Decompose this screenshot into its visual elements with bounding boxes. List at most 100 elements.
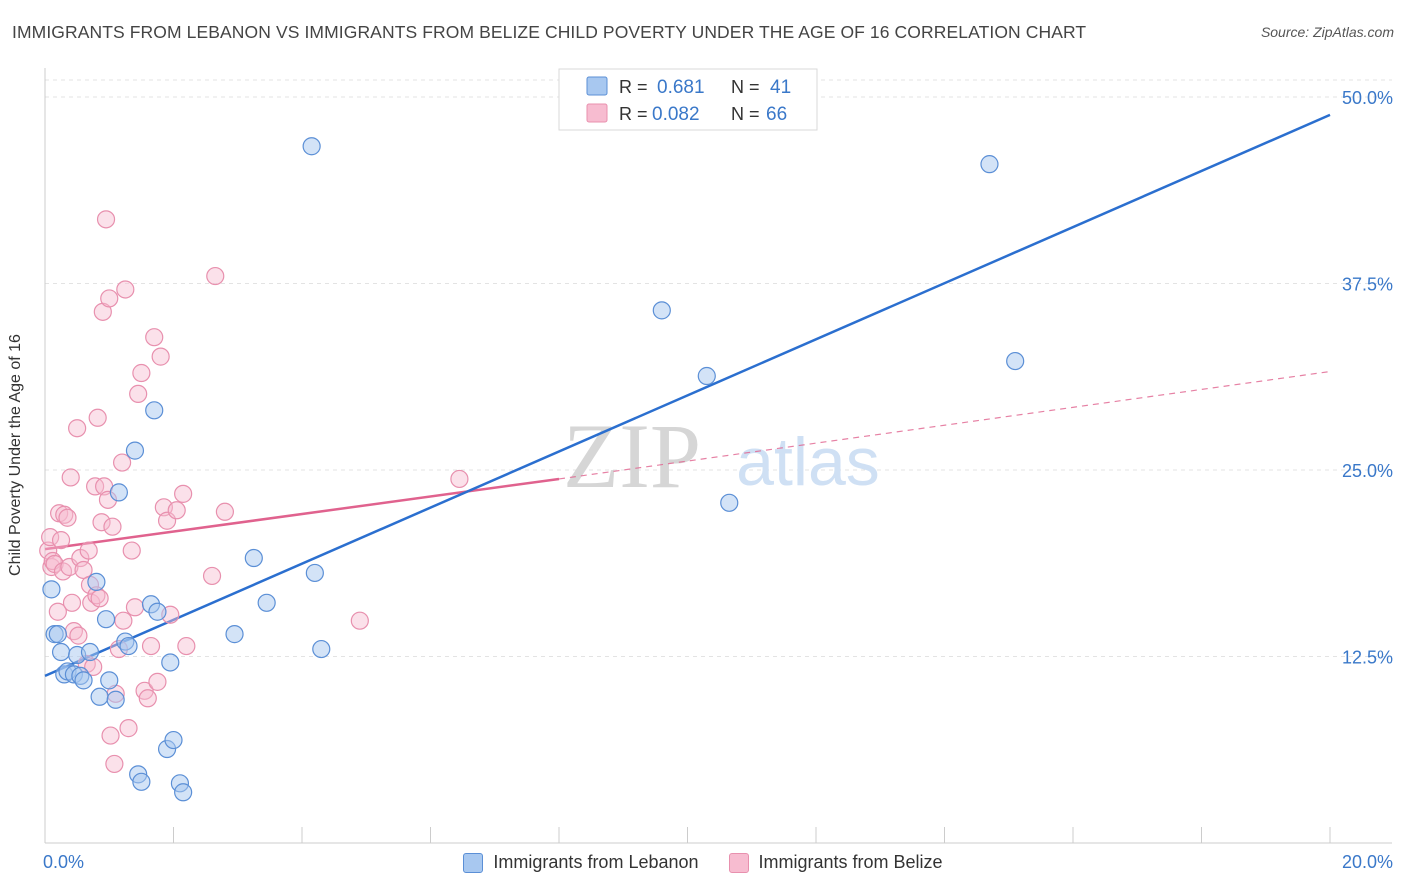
- lebanon-point: [164, 730, 183, 750]
- belize-point: [167, 501, 186, 520]
- legend-swatch-lebanon: [586, 76, 608, 96]
- legend-r-label: R =: [619, 77, 648, 97]
- belize-point: [125, 598, 145, 617]
- belize-points: [39, 210, 469, 774]
- swatch-belize: [728, 852, 749, 873]
- lebanon-point: [125, 441, 145, 460]
- belize-point: [151, 347, 170, 366]
- belize-point: [68, 419, 87, 438]
- y-tick-label: 25.0%: [1342, 461, 1393, 481]
- lebanon-point: [87, 572, 106, 592]
- belize-point: [112, 453, 132, 472]
- y-tick-labels: 12.5% 25.0% 37.5% 50.0%: [1342, 88, 1393, 668]
- belize-point: [141, 636, 161, 656]
- y-tick-label: 12.5%: [1342, 648, 1393, 668]
- belize-point: [96, 210, 116, 229]
- chart-title: IMMIGRANTS FROM LEBANON VS IMMIGRANTS FR…: [12, 22, 1087, 42]
- lebanon-point: [652, 301, 671, 320]
- lebanon-point: [51, 642, 71, 662]
- lebanon-point: [244, 548, 263, 568]
- lebanon-point: [305, 563, 324, 583]
- legend-item-lebanon[interactable]: Immigrants from Lebanon: [463, 852, 699, 873]
- legend-n-label: N =: [731, 77, 760, 97]
- belize-point: [116, 280, 135, 299]
- belize-point: [119, 719, 138, 738]
- x-tick-left: 0.0%: [43, 852, 85, 872]
- axes: [44, 68, 1392, 844]
- legend-n-value: 41: [770, 77, 791, 98]
- belize-point: [55, 505, 74, 524]
- lebanon-point: [80, 642, 100, 662]
- legend-swatch-belize: [586, 103, 608, 123]
- legend-r-value: 0.681: [657, 77, 705, 98]
- lebanon-point: [174, 783, 193, 802]
- watermark: ZIP atlas: [563, 405, 880, 507]
- legend-n-label: N =: [731, 104, 760, 124]
- belize-point: [202, 566, 222, 586]
- belize-point: [69, 626, 88, 645]
- trend-line-belize-extended: [558, 370, 1331, 480]
- belize-point: [148, 672, 167, 691]
- trend-line-belize: [44, 477, 560, 551]
- belize-point: [114, 611, 133, 630]
- lebanon-point: [96, 610, 116, 629]
- belize-point: [177, 636, 196, 656]
- legend-item-belize[interactable]: Immigrants from Belize: [728, 852, 943, 873]
- swatch-lebanon: [463, 852, 484, 873]
- belize-point: [132, 363, 151, 383]
- belize-point: [92, 513, 111, 532]
- belize-point: [41, 528, 60, 547]
- belize-point: [90, 589, 109, 608]
- legend-label-lebanon: Immigrants from Lebanon: [493, 852, 699, 872]
- y-tick-label: 37.5%: [1342, 275, 1393, 295]
- grid-lines: [45, 79, 1392, 657]
- belize-point: [350, 611, 369, 630]
- lebanon-point: [720, 493, 739, 512]
- watermark-zip: ZIP: [563, 405, 701, 507]
- belize-point: [51, 531, 71, 550]
- belize-point: [206, 266, 225, 286]
- belize-point: [138, 689, 157, 708]
- belize-point: [129, 384, 148, 404]
- lebanon-point: [132, 772, 151, 791]
- lebanon-point: [106, 690, 125, 709]
- belize-point: [61, 468, 80, 487]
- lebanon-point: [148, 602, 167, 621]
- belize-point: [79, 541, 98, 560]
- lebanon-point: [302, 137, 321, 156]
- lebanon-point: [74, 671, 93, 690]
- lebanon-point: [1006, 351, 1025, 371]
- belize-point: [103, 517, 122, 536]
- y-axis-label: Child Poverty Under the Age of 16: [7, 334, 24, 576]
- belize-point: [145, 328, 164, 347]
- lebanon-point: [100, 671, 119, 690]
- legend-r-value: 0.082: [652, 104, 700, 125]
- lebanon-point: [980, 155, 999, 174]
- x-tick-right: 20.0%: [1341, 852, 1393, 872]
- lebanon-point: [312, 639, 331, 659]
- lebanon-point: [225, 625, 244, 644]
- belize-point: [105, 754, 124, 774]
- belize-point: [450, 469, 469, 489]
- stats-legend: R = 0.681 N = 41 R = 0.082 N = 66: [558, 68, 818, 131]
- lebanon-point: [145, 401, 164, 420]
- belize-point: [42, 557, 61, 577]
- series-legend: Immigrants from Lebanon Immigrants from …: [0, 852, 1406, 873]
- lebanon-point: [90, 687, 109, 706]
- source-label: Source: ZipAtlas.com: [1260, 24, 1394, 40]
- belize-point: [100, 289, 119, 308]
- lebanon-point: [697, 366, 716, 386]
- lebanon-point: [48, 625, 67, 644]
- belize-point: [88, 408, 107, 427]
- belize-point: [101, 726, 120, 745]
- lebanon-point: [119, 636, 138, 656]
- y-tick-label: 50.0%: [1342, 88, 1393, 108]
- belize-point: [215, 502, 234, 521]
- lebanon-point: [161, 653, 180, 672]
- watermark-atlas: atlas: [736, 424, 880, 500]
- belize-point: [122, 541, 141, 560]
- trend-lines: [44, 113, 1331, 678]
- lebanon-point: [257, 593, 276, 612]
- trend-line-lebanon: [44, 113, 1331, 678]
